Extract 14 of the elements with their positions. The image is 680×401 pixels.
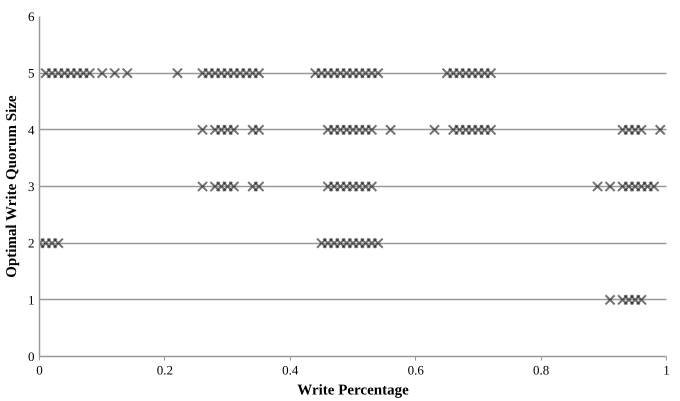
x-tick-label: 1 bbox=[663, 362, 670, 378]
y-tick-label: 3 bbox=[28, 179, 34, 194]
x-tick-label: 0.8 bbox=[532, 362, 550, 378]
x-tick-label: 0.4 bbox=[282, 362, 299, 378]
y-axis-title: Optimal Write Quorum Size bbox=[4, 95, 20, 278]
x-tick-label: 0.6 bbox=[408, 362, 424, 378]
y-tick-label: 5 bbox=[28, 66, 34, 81]
y-tick-label: 2 bbox=[28, 236, 34, 251]
y-tick-label: 1 bbox=[28, 292, 34, 308]
y-tick-label: 6 bbox=[28, 9, 35, 24]
x-tick-label: 0.2 bbox=[156, 362, 174, 378]
y-tick-label: 0 bbox=[28, 349, 34, 364]
y-tick-label: 4 bbox=[28, 122, 35, 138]
x-axis-title: Write Percentage bbox=[297, 382, 410, 398]
